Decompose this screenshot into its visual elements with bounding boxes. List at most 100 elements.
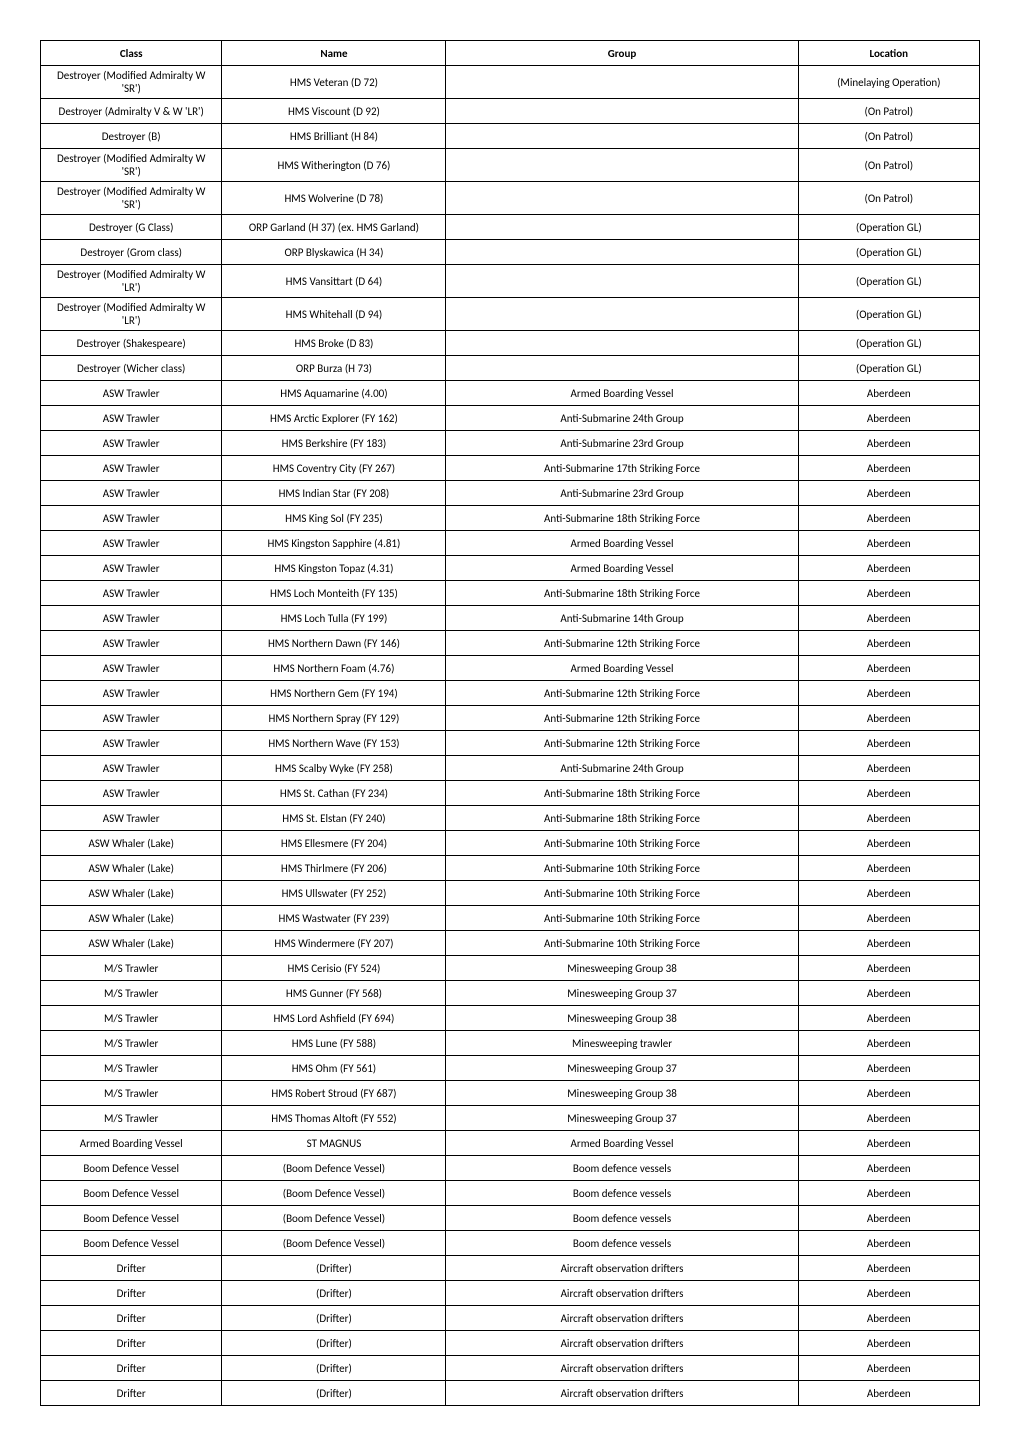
table-cell: HMS Aquamarine (4.00)	[222, 381, 446, 406]
table-cell: Boom Defence Vessel	[41, 1156, 222, 1181]
table-cell: Aberdeen	[798, 631, 979, 656]
table-cell	[446, 99, 798, 124]
table-cell: Anti-Submarine 18th Striking Force	[446, 506, 798, 531]
table-cell	[446, 240, 798, 265]
table-cell: ASW Trawler	[41, 606, 222, 631]
table-cell: (Operation GL)	[798, 215, 979, 240]
table-cell: Drifter	[41, 1381, 222, 1406]
table-body: Destroyer (Modified Admiralty W 'SR')HMS…	[41, 66, 980, 1406]
table-row: Drifter(Drifter)Aircraft observation dri…	[41, 1281, 980, 1306]
table-cell: Aircraft observation drifters	[446, 1256, 798, 1281]
table-cell: Boom Defence Vessel	[41, 1181, 222, 1206]
table-cell: Destroyer (Modified Admiralty W 'LR')	[41, 265, 222, 298]
table-cell: (Boom Defence Vessel)	[222, 1181, 446, 1206]
table-cell: Minesweeping Group 37	[446, 1106, 798, 1131]
table-cell: Aberdeen	[798, 506, 979, 531]
table-cell: HMS Viscount (D 92)	[222, 99, 446, 124]
table-cell: Drifter	[41, 1331, 222, 1356]
table-row: ASW TrawlerHMS St. Cathan (FY 234)Anti-S…	[41, 781, 980, 806]
table-row: Boom Defence Vessel(Boom Defence Vessel)…	[41, 1231, 980, 1256]
table-row: Destroyer (Wicher class)ORP Burza (H 73)…	[41, 356, 980, 381]
table-row: ASW Whaler (Lake)HMS Windermere (FY 207)…	[41, 931, 980, 956]
table-row: ASW TrawlerHMS Loch Monteith (FY 135)Ant…	[41, 581, 980, 606]
table-cell: ASW Trawler	[41, 431, 222, 456]
table-cell: ORP Garland (H 37) (ex. HMS Garland)	[222, 215, 446, 240]
table-cell: Aberdeen	[798, 906, 979, 931]
table-cell: Aberdeen	[798, 1206, 979, 1231]
table-cell: Armed Boarding Vessel	[446, 531, 798, 556]
table-cell	[446, 356, 798, 381]
table-cell	[446, 182, 798, 215]
table-cell: Aberdeen	[798, 381, 979, 406]
table-row: ASW TrawlerHMS Northern Dawn (FY 146)Ant…	[41, 631, 980, 656]
table-cell: ORP Blyskawica (H 34)	[222, 240, 446, 265]
table-cell: HMS Ellesmere (FY 204)	[222, 831, 446, 856]
table-cell: Aberdeen	[798, 1306, 979, 1331]
table-cell: Minesweeping Group 37	[446, 1056, 798, 1081]
header-row: Class Name Group Location	[41, 41, 980, 66]
table-cell: ASW Trawler	[41, 706, 222, 731]
table-cell: ASW Trawler	[41, 506, 222, 531]
table-cell: Aberdeen	[798, 831, 979, 856]
table-cell: Destroyer (Admiralty V & W 'LR')	[41, 99, 222, 124]
table-cell	[446, 124, 798, 149]
table-cell: ASW Trawler	[41, 531, 222, 556]
table-cell: HMS Wolverine (D 78)	[222, 182, 446, 215]
table-cell: (Drifter)	[222, 1281, 446, 1306]
table-cell: (Minelaying Operation)	[798, 66, 979, 99]
table-cell: HMS Robert Stroud (FY 687)	[222, 1081, 446, 1106]
table-row: M/S TrawlerHMS Gunner (FY 568)Minesweepi…	[41, 981, 980, 1006]
table-cell: Aberdeen	[798, 1156, 979, 1181]
table-row: Boom Defence Vessel(Boom Defence Vessel)…	[41, 1156, 980, 1181]
table-cell: HMS Northern Gem (FY 194)	[222, 681, 446, 706]
table-cell: HMS Northern Foam (4.76)	[222, 656, 446, 681]
table-cell: Anti-Submarine 17th Striking Force	[446, 456, 798, 481]
table-cell: (Drifter)	[222, 1256, 446, 1281]
table-row: ASW TrawlerHMS Loch Tulla (FY 199)Anti-S…	[41, 606, 980, 631]
table-cell: (Boom Defence Vessel)	[222, 1156, 446, 1181]
table-row: ASW TrawlerHMS King Sol (FY 235)Anti-Sub…	[41, 506, 980, 531]
table-cell: Aberdeen	[798, 1381, 979, 1406]
table-cell: Destroyer (Modified Admiralty W 'SR')	[41, 149, 222, 182]
table-cell: Anti-Submarine 24th Group	[446, 406, 798, 431]
table-cell: Armed Boarding Vessel	[41, 1131, 222, 1156]
table-cell: (Drifter)	[222, 1381, 446, 1406]
table-row: Destroyer (Admiralty V & W 'LR')HMS Visc…	[41, 99, 980, 124]
table-row: Destroyer (Grom class)ORP Blyskawica (H …	[41, 240, 980, 265]
table-cell: Boom defence vessels	[446, 1181, 798, 1206]
table-cell: Minesweeping Group 37	[446, 981, 798, 1006]
table-cell: Destroyer (Shakespeare)	[41, 331, 222, 356]
table-cell: Anti-Submarine 24th Group	[446, 756, 798, 781]
table-cell: (Operation GL)	[798, 356, 979, 381]
table-cell: ASW Trawler	[41, 756, 222, 781]
table-row: Boom Defence Vessel(Boom Defence Vessel)…	[41, 1206, 980, 1231]
table-cell	[446, 298, 798, 331]
table-cell: HMS Thirlmere (FY 206)	[222, 856, 446, 881]
table-cell: ASW Trawler	[41, 731, 222, 756]
table-row: ASW TrawlerHMS Arctic Explorer (FY 162)A…	[41, 406, 980, 431]
table-cell: Minesweeping trawler	[446, 1031, 798, 1056]
table-cell: Aberdeen	[798, 1106, 979, 1131]
table-row: M/S TrawlerHMS Thomas Altoft (FY 552)Min…	[41, 1106, 980, 1131]
table-cell: HMS Kingston Sapphire (4.81)	[222, 531, 446, 556]
table-cell: HMS St. Cathan (FY 234)	[222, 781, 446, 806]
table-cell: ASW Trawler	[41, 631, 222, 656]
table-cell: Aberdeen	[798, 1181, 979, 1206]
table-row: Boom Defence Vessel(Boom Defence Vessel)…	[41, 1181, 980, 1206]
table-cell: HMS Scalby Wyke (FY 258)	[222, 756, 446, 781]
col-header-name: Name	[222, 41, 446, 66]
table-cell: Aberdeen	[798, 1056, 979, 1081]
table-cell: Minesweeping Group 38	[446, 1081, 798, 1106]
table-cell	[446, 215, 798, 240]
table-cell: (Operation GL)	[798, 331, 979, 356]
table-cell: M/S Trawler	[41, 1006, 222, 1031]
table-cell: Aberdeen	[798, 581, 979, 606]
table-cell: HMS Arctic Explorer (FY 162)	[222, 406, 446, 431]
table-row: ASW Whaler (Lake)HMS Ullswater (FY 252)A…	[41, 881, 980, 906]
table-cell: Drifter	[41, 1356, 222, 1381]
table-row: ASW TrawlerHMS Northern Wave (FY 153)Ant…	[41, 731, 980, 756]
table-cell: HMS Broke (D 83)	[222, 331, 446, 356]
table-cell: Destroyer (Wicher class)	[41, 356, 222, 381]
table-cell: (Boom Defence Vessel)	[222, 1231, 446, 1256]
table-row: ASW TrawlerHMS Scalby Wyke (FY 258)Anti-…	[41, 756, 980, 781]
